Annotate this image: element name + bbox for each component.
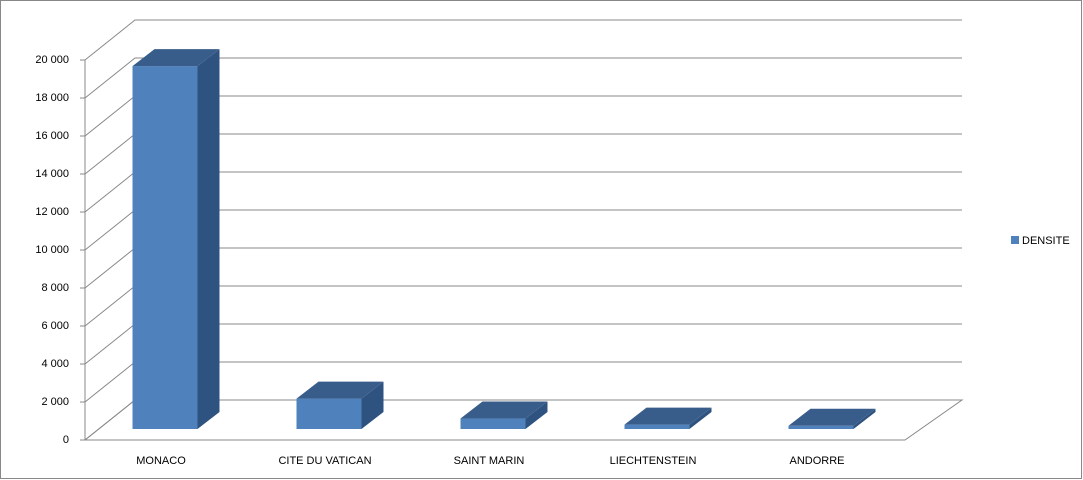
bar-front — [132, 66, 198, 429]
y-tick-label: 12 000 — [35, 206, 69, 218]
bar-side — [361, 381, 384, 429]
bar — [132, 49, 220, 429]
bar-top — [788, 408, 876, 426]
x-tick-label: ANDORRE — [789, 455, 844, 467]
grid-line — [84, 19, 962, 61]
y-tick-label: 8 000 — [41, 282, 69, 294]
y-tick-label: 6 000 — [41, 320, 69, 332]
bar-top — [132, 49, 220, 67]
grid-line — [84, 57, 962, 99]
legend-swatch — [1011, 236, 1019, 244]
bar-front — [624, 424, 690, 429]
bar-top — [460, 401, 548, 419]
bar-top — [624, 407, 712, 425]
y-tick-label: 0 — [63, 434, 69, 446]
x-tick-label: SAINT MARIN — [454, 455, 525, 467]
x-tick-label: LIECHTENSTEIN — [610, 455, 697, 467]
bar — [296, 381, 384, 429]
bar-top — [296, 381, 384, 399]
y-tick-label: 10 000 — [35, 244, 69, 256]
y-tick-label: 20 000 — [35, 54, 69, 66]
y-tick-label: 16 000 — [35, 130, 69, 142]
bar-front — [296, 398, 362, 429]
bar-side — [689, 407, 712, 429]
x-tick-label: MONACO — [136, 455, 186, 467]
bar-front — [788, 425, 854, 429]
bar — [460, 401, 548, 429]
bar-side — [525, 401, 548, 429]
bar — [788, 408, 876, 429]
y-tick-label: 14 000 — [35, 168, 69, 180]
bar-side — [853, 408, 876, 429]
y-tick-label: 2 000 — [41, 396, 69, 408]
bar-front — [460, 418, 526, 429]
x-tick-label: CITE DU VATICAN — [278, 455, 371, 467]
bar-side — [197, 49, 220, 429]
y-tick-label: 4 000 — [41, 358, 69, 370]
bar — [624, 407, 712, 429]
legend-label: DENSITE — [1022, 235, 1070, 247]
y-tick-label: 18 000 — [35, 92, 69, 104]
